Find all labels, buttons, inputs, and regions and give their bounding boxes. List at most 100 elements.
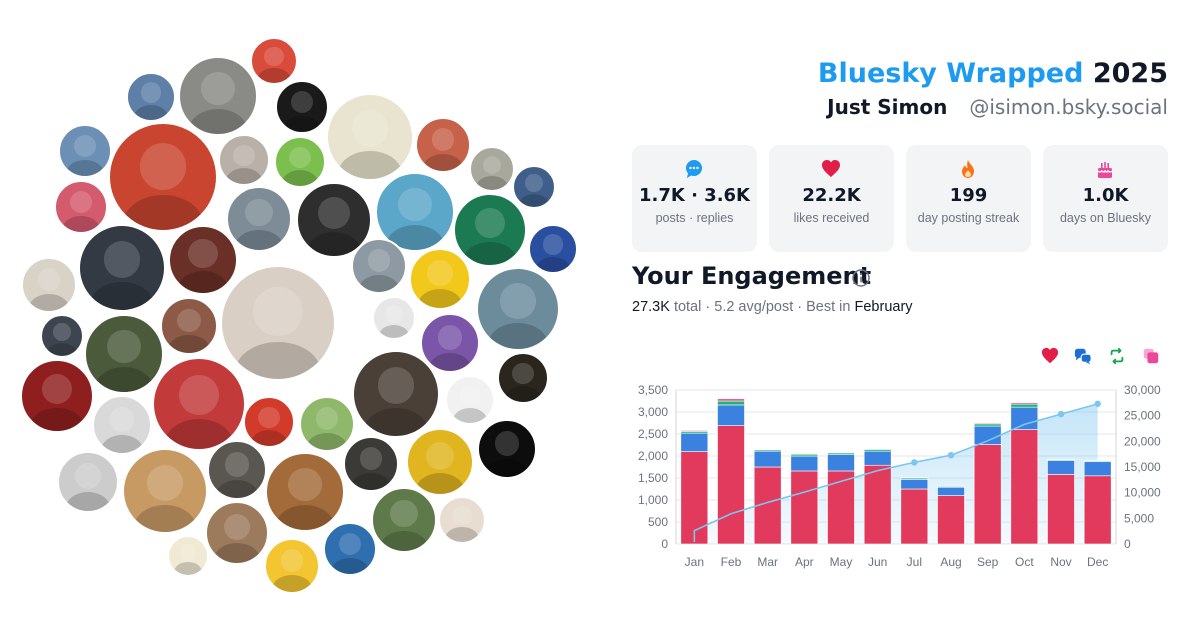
bar-jun-1 [863,450,892,466]
avatar-united24[interactable] [477,419,537,479]
avatar-red-abstract[interactable] [243,396,295,448]
avatar-cartoon-red-cap[interactable] [250,37,298,85]
bar-feb-0 [717,425,745,545]
x-tick-label: Jul [907,555,922,569]
avatar-smiling-face[interactable] [352,350,440,438]
engagement-total: 27.3K [632,299,670,315]
avatar-bearded-portrait[interactable] [476,267,560,351]
avatar-nathan-drake[interactable] [205,501,269,565]
avatar-bearded-man[interactable] [160,297,218,355]
display-name: Just Simon [827,95,948,119]
avatar-singer-mic[interactable] [78,224,166,312]
avatar-man-bald[interactable] [226,186,292,252]
avatar-vader-helmet[interactable] [409,248,471,310]
stat-value: 1.7K · 3.6K [638,185,751,206]
stat-card-likes: 22.2K likes received [769,145,894,252]
cumulative-point [1057,410,1065,418]
avatar-pepe-meme[interactable] [274,136,326,188]
repost-icon[interactable] [1108,347,1126,365]
x-tick-label: Aug [940,555,961,569]
stat-value: 1.0K [1082,185,1129,206]
stat-label: day posting streak [917,211,1020,225]
bar-aug-0 [937,495,965,545]
avatar-man-dark[interactable] [40,314,84,358]
quote-icon[interactable] [1142,347,1160,365]
avatar-devil-man[interactable] [84,314,164,394]
best-month: February [854,299,913,315]
avatar-blue-smile[interactable] [323,522,377,576]
bar-oct-3 [1010,402,1039,405]
avatar-woman-glasses[interactable] [122,448,208,534]
avatar-no-poster[interactable] [152,357,246,451]
y2-tick-label: 5,000 [1124,511,1154,525]
engagement-summary: 27.3K total · 5.2 avg/post · Best in Feb… [632,299,913,315]
avatar-group-photo[interactable] [54,180,108,234]
avatar-tattoo-man[interactable] [406,428,474,496]
reply-bubbles-icon[interactable] [1074,347,1092,365]
avatar-forest-man[interactable] [371,487,437,553]
y-tick-label: 3,000 [638,405,668,419]
cumulative-point [911,459,918,466]
avatar-dark-orb[interactable] [497,352,549,404]
avatar-man-sunglasses[interactable] [126,72,176,122]
bar-oct-0 [1010,429,1039,545]
bar-jul-0 [900,488,929,545]
y-tick-label: 500 [648,515,668,529]
flame-icon [962,160,974,178]
avatar-cartoon-man-yellow[interactable] [264,538,320,594]
avatar-man-glasses[interactable] [218,134,270,186]
avatar-cat-drawing[interactable] [265,452,345,532]
avatar-cat-top-hat[interactable] [351,238,407,294]
avatar-man-suit[interactable] [58,124,112,178]
bar-sep-2 [973,423,1002,427]
avatar-beaver-vyber[interactable] [326,93,414,181]
x-tick-label: Jun [868,555,887,569]
stat-label: days on Bluesky [1059,211,1152,225]
stat-label: posts · replies [655,211,734,225]
avatar-gaming-logo[interactable] [528,224,578,274]
avatar-pumpkin-sketch[interactable] [57,451,119,513]
avatar-man-blue-shirt[interactable] [512,165,556,209]
bar-mar-1 [753,450,782,468]
birthday-cake-icon [1097,162,1113,178]
stat-card-streak: 199 day posting streak [906,145,1031,252]
avatar-owl-sketch[interactable] [178,56,258,136]
avatar-dark-figure[interactable] [168,225,238,295]
avatar-foggy-field[interactable] [469,146,515,192]
y-tick-label: 0 [661,537,668,551]
engagement-title: Your Engagement [632,262,872,290]
avatar-non-stop[interactable] [453,193,527,267]
avatar-beavis-cartoon[interactable] [108,122,218,232]
avatar-i-help-ukrainian-army[interactable] [296,182,372,258]
x-tick-label: Jan [685,555,704,569]
heart-icon[interactable] [1041,347,1059,365]
avatar-wizard-cartoon[interactable] [420,313,480,373]
avatar-man-tie[interactable] [343,436,399,492]
avatar-sunglasses-sketch[interactable] [445,375,495,425]
bar-sep-3 [973,422,1002,425]
avatar-badger[interactable] [372,296,416,340]
avatar-red-glow-man[interactable] [20,359,94,433]
avatar-assassin[interactable] [207,440,267,500]
stat-value: 22.2K [802,185,861,206]
avatar-duck-cartoon[interactable] [167,535,209,577]
y2-tick-label: 10,000 [1124,486,1161,500]
y-tick-label: 2,500 [638,427,668,441]
avatar-hooded-figure[interactable] [275,80,329,134]
bar-may-0 [827,470,855,545]
x-tick-label: Dec [1087,555,1108,569]
avatar-rubber-duck[interactable] [299,396,355,452]
y-tick-label: 3,500 [638,383,668,397]
user-handle[interactable]: @isimon.bsky.social [969,95,1168,119]
bar-feb-3 [717,398,745,402]
speech-bubble-icon [686,160,702,178]
avatar-skeleton-cat[interactable] [92,395,152,455]
avatar-santa-hat-man[interactable] [220,265,336,381]
info-icon[interactable] [851,268,871,288]
avatar-red-portrait[interactable] [415,117,471,173]
brand-title: Bluesky Wrapped [817,58,1084,89]
x-tick-label: May [830,555,853,569]
avatar-kid-cat[interactable] [438,496,486,544]
y2-tick-label: 0 [1124,537,1131,551]
avatar-arctic-fox[interactable] [21,257,77,313]
